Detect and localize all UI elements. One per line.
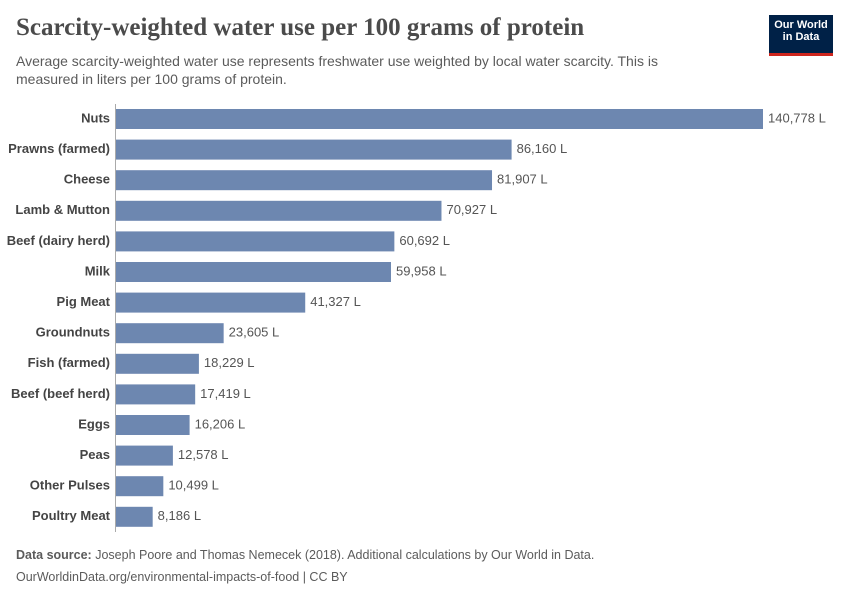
category-label: Milk: [85, 263, 111, 278]
category-label: Beef (dairy herd): [7, 233, 110, 248]
value-label: 70,927 L: [446, 202, 497, 217]
category-label: Poultry Meat: [32, 508, 111, 523]
category-label: Prawns (farmed): [8, 141, 110, 156]
bar: [116, 353, 199, 374]
value-label: 16,206 L: [195, 416, 246, 431]
bar: [116, 384, 196, 405]
bar: [116, 506, 153, 527]
value-label: 41,327 L: [310, 294, 361, 309]
source-url[interactable]: OurWorldinData.org/environmental-impacts…: [16, 570, 348, 584]
bar: [116, 445, 173, 466]
category-label: Fish (farmed): [28, 355, 110, 370]
value-label: 18,229 L: [204, 355, 255, 370]
bar: [116, 200, 442, 221]
bar: [116, 139, 512, 160]
category-label: Peas: [80, 447, 110, 462]
chart: Nuts 140,778 L Prawns (farmed) 86,160 L Chee…: [7, 104, 826, 532]
value-label: 60,692 L: [399, 233, 450, 248]
bar: [116, 292, 306, 313]
value-label: 23,605 L: [229, 325, 280, 340]
value-label: 140,778 L: [768, 110, 826, 125]
category-label: Other Pulses: [30, 478, 110, 493]
bar: [116, 262, 391, 282]
category-label: Lamb & Mutton: [15, 202, 110, 217]
chart-title: Scarcity-weighted water use per 100 gram…: [16, 14, 585, 41]
chart-subtitle: Average scarcity-weighted water use repr…: [16, 53, 658, 87]
source-label: Data source:: [16, 548, 92, 562]
bar: [116, 109, 763, 129]
bar: [116, 415, 190, 435]
logo-text: Our World: [774, 19, 828, 31]
category-label: Groundnuts: [36, 325, 110, 340]
bar: [116, 231, 395, 252]
category-label: Nuts: [81, 110, 110, 125]
bar: [116, 476, 164, 497]
bar: [116, 323, 224, 344]
value-label: 86,160 L: [517, 141, 568, 156]
category-label: Beef (beef herd): [11, 386, 110, 401]
value-label: 8,186 L: [158, 508, 201, 523]
logo[interactable]: Our World in Data: [769, 15, 833, 56]
value-label: 17,419 L: [200, 386, 251, 401]
category-label: Pig Meat: [57, 294, 111, 309]
source: Joseph Poore and Thomas Nemecek (2018). …: [95, 548, 595, 562]
value-label: 81,907 L: [497, 172, 548, 187]
value-label: 12,578 L: [178, 447, 229, 462]
category-label: Cheese: [64, 172, 110, 187]
logo-text: in Data: [782, 31, 820, 43]
value-label: 10,499 L: [168, 478, 219, 493]
bar: [116, 170, 493, 191]
category-label: Eggs: [78, 416, 110, 431]
source-line: Data source: Joseph Poore and Thomas Nem…: [16, 548, 594, 562]
value-label: 59,958 L: [396, 263, 447, 278]
